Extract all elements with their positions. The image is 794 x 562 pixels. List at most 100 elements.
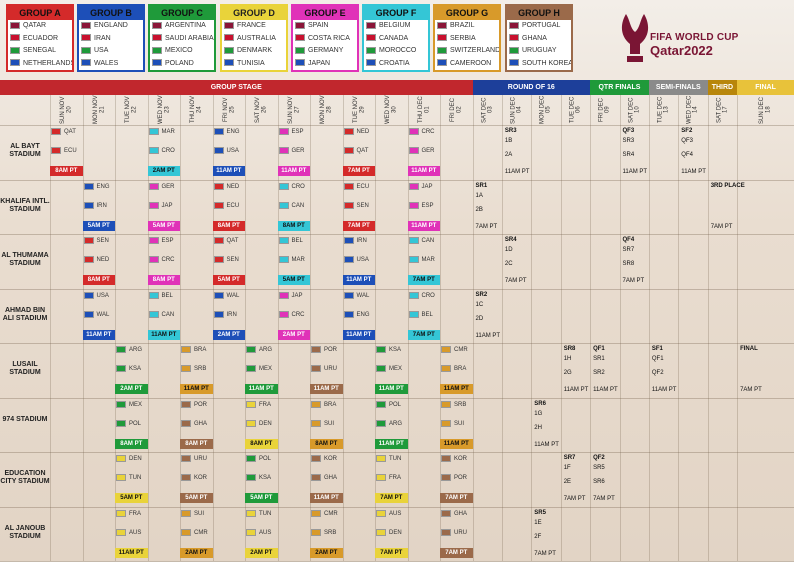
group-team-name: DENMARK	[237, 47, 273, 54]
flag-icon	[278, 147, 289, 154]
match-time: 7AM PT	[375, 547, 408, 558]
match-time: 7AM PT	[440, 493, 473, 503]
group-team-row: AUSTRALIA	[222, 33, 286, 46]
team-code: AUS	[259, 529, 272, 536]
team-away: MEX	[246, 365, 272, 374]
group-title: GROUP C	[150, 6, 214, 20]
flag-icon	[278, 201, 289, 209]
team-code: TUN	[389, 456, 402, 463]
team-away: CMR	[181, 528, 208, 538]
flag-icon	[213, 182, 224, 190]
group-team-name: BELGIUM	[379, 22, 411, 29]
flag-icon	[246, 365, 256, 372]
team-away: MEX	[376, 365, 402, 374]
team-code: ESP	[291, 129, 304, 136]
flag-icon	[246, 346, 256, 353]
knockout-slot-b: QF2	[651, 370, 664, 376]
group-box: GROUP B ENGLAND IRAN USA WALES	[77, 4, 145, 72]
date-label: SUN NOV 20	[59, 96, 73, 124]
column-divider	[342, 95, 344, 561]
flag-icon	[311, 419, 321, 427]
match-time: 11AM PT	[180, 384, 213, 394]
team-code: AUS	[129, 529, 142, 536]
date-label: WED NOV 30	[384, 95, 398, 125]
team-away: URU	[441, 528, 467, 538]
flag-icon	[441, 474, 451, 481]
flag-icon	[224, 59, 234, 67]
flag-icon	[148, 182, 159, 190]
group-team-row: WALES	[79, 58, 143, 71]
match-time: 5AM PT	[212, 275, 245, 285]
team-away: QAT	[343, 147, 368, 156]
knockout-time: 7AM PT	[475, 223, 498, 230]
match-time: 8AM PT	[277, 220, 310, 231]
column-divider	[245, 95, 246, 561]
match-time: 8AM PT	[82, 275, 115, 285]
flag-icon	[441, 528, 451, 536]
group-team-row: TUNISIA	[222, 58, 286, 71]
team-code: ARG	[389, 420, 403, 427]
group-team-name: COSTA RICA	[308, 34, 350, 42]
knockout-slot-a: 1A	[475, 192, 483, 199]
flag-icon	[343, 310, 354, 318]
group-team-row: CROATIA	[364, 58, 428, 71]
team-away: MAR	[278, 256, 305, 265]
group-team-name: CROATIA	[379, 59, 410, 67]
team-code: CRC	[421, 129, 435, 136]
logo-title: FIFA WORLD CUP	[650, 32, 739, 43]
flag-icon	[408, 237, 419, 244]
team-code: GER	[421, 148, 435, 155]
flag-icon	[213, 201, 224, 209]
flag-icon	[181, 509, 191, 517]
row-divider	[0, 506, 794, 508]
team-away: URU	[311, 365, 337, 374]
match-time: 11AM PT	[440, 438, 473, 449]
match-time: 8AM PT	[50, 166, 83, 176]
flag-icon	[408, 256, 419, 263]
match-time: 11AM PT	[407, 166, 440, 176]
column-divider	[180, 95, 181, 561]
flag-icon	[295, 59, 305, 67]
stadium-label: AL BAYT STADIUM	[9, 143, 41, 159]
team-away: FRA	[376, 474, 401, 483]
flag-icon	[311, 509, 321, 517]
date-label: WED NOV 23	[157, 95, 170, 125]
knockout-label: SF2	[681, 128, 693, 134]
knockout-label: QF1	[593, 346, 605, 352]
knockout-time: 11AM PT	[593, 387, 618, 393]
team-home: CMR	[311, 509, 338, 519]
knockout-slot-b: 2D	[475, 315, 484, 322]
team-home: NED	[343, 128, 370, 137]
flag-icon	[83, 182, 94, 190]
match-time: 7AM PT	[440, 547, 473, 558]
team-code: MAR	[161, 129, 175, 136]
row-divider	[0, 179, 794, 181]
world-cup-logo: FIFA WORLD CUP Qatar2022	[618, 10, 788, 70]
column-divider	[707, 95, 709, 561]
flag-icon	[181, 365, 191, 372]
flag-icon	[295, 21, 305, 29]
group-box: GROUP H PORTUGAL GHANA URUGUAY SOUTH KOREA	[505, 4, 573, 72]
team-home: QAT	[51, 128, 76, 137]
knockout-slot-b: SR4	[622, 152, 635, 158]
flag-icon	[343, 147, 354, 154]
flag-icon	[295, 46, 305, 54]
group-team-row: GHANA	[507, 33, 571, 46]
group-team-name: FRANCE	[237, 22, 266, 29]
team-code: URU	[194, 456, 207, 463]
column-divider	[678, 95, 680, 561]
team-code: MEX	[389, 366, 403, 373]
flag-icon	[376, 509, 386, 517]
knockout-label: SF1	[651, 346, 663, 352]
knockout-label: QF2	[593, 455, 605, 461]
flag-icon	[224, 46, 234, 54]
flag-icon	[343, 128, 354, 135]
column-divider	[531, 95, 533, 561]
team-code: NED	[356, 129, 370, 136]
team-code: JAP	[291, 292, 303, 299]
group-team-name: URUGUAY	[522, 47, 557, 54]
team-code: IRN	[226, 311, 237, 318]
flag-icon	[10, 21, 20, 29]
flag-icon	[116, 365, 126, 372]
knockout-time: 11AM PT	[622, 169, 648, 175]
